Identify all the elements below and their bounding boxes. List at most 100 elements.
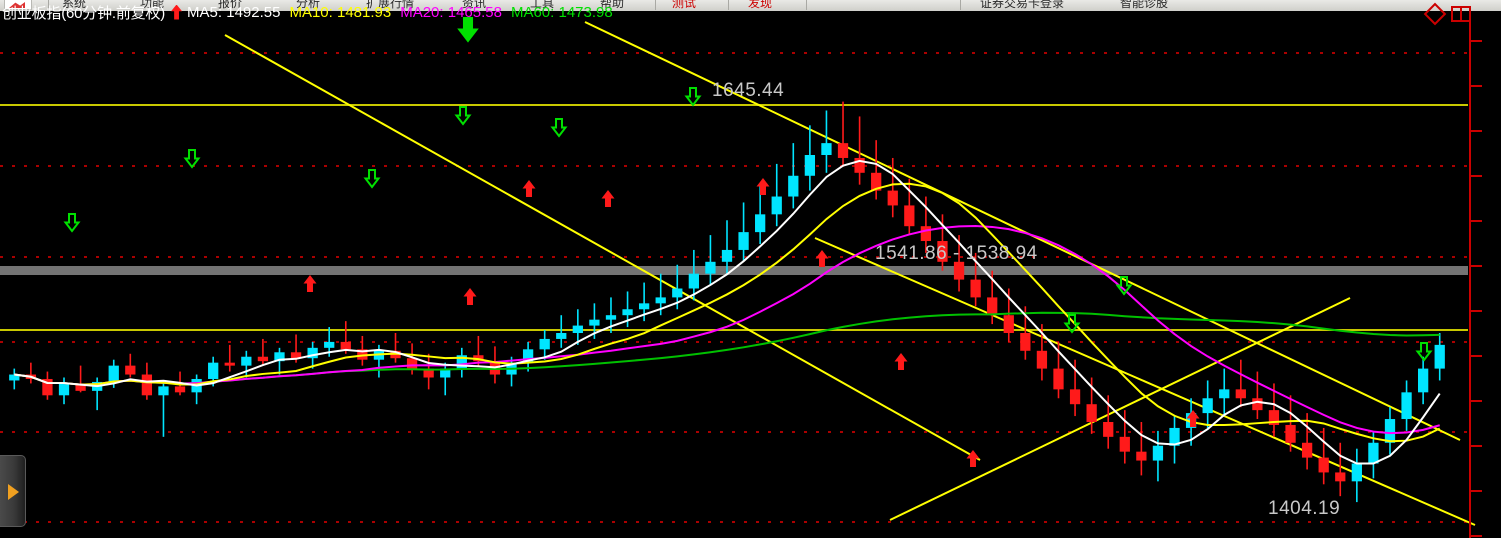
candle-75 xyxy=(1252,371,1263,420)
ma-line-ma60 xyxy=(14,311,1440,386)
candle-70 xyxy=(1169,416,1180,464)
candle-54 xyxy=(904,178,915,236)
sell-signal-6 xyxy=(1063,314,1081,334)
chart-tool-icons[interactable] xyxy=(1423,2,1471,26)
candle-7 xyxy=(125,353,136,378)
candle-2 xyxy=(42,371,53,400)
candle-41 xyxy=(688,249,699,301)
candle-29 xyxy=(489,346,501,384)
buy-signal-12 xyxy=(522,180,536,197)
candle-27 xyxy=(456,347,467,378)
sell-signal-5 xyxy=(684,87,702,107)
candle-44 xyxy=(738,202,749,262)
candle-48 xyxy=(804,125,816,191)
expand-panel-arrow-icon[interactable] xyxy=(0,455,26,527)
sell-signal-8 xyxy=(1415,342,1433,362)
menu-item-1[interactable]: 功能 xyxy=(140,0,165,10)
high-price-label: 1645.44 xyxy=(712,80,785,101)
candlestick-chart[interactable] xyxy=(0,13,1501,538)
menu-separator-2 xyxy=(728,0,729,10)
candle-68 xyxy=(1136,422,1147,476)
gap-band xyxy=(0,266,1468,275)
buy-signal-13 xyxy=(601,190,615,207)
menu-item-4[interactable]: 扩展行情 xyxy=(366,0,415,10)
menu-separator-1 xyxy=(655,0,656,10)
chart-header-info: 创业板指(60分钟.前复权) MA5: 1492.55 MA10: 1481.9… xyxy=(2,2,622,22)
candle-74 xyxy=(1235,359,1246,408)
candle-42 xyxy=(705,235,716,286)
menu-item-0[interactable]: 系统 xyxy=(62,0,87,10)
candle-53 xyxy=(887,157,898,218)
candle-16 xyxy=(274,347,285,375)
candle-72 xyxy=(1202,380,1213,428)
ma-line-ma20 xyxy=(14,225,1440,435)
menu-item-7[interactable]: 帮助 xyxy=(600,0,625,10)
buy-signal-14 xyxy=(756,178,770,195)
sell-signal-7 xyxy=(1115,276,1133,296)
candle-4 xyxy=(75,365,86,393)
candle-1 xyxy=(25,362,37,384)
candle-0 xyxy=(9,368,20,390)
candle-34 xyxy=(572,309,583,345)
candle-84 xyxy=(1401,380,1412,431)
candle-51 xyxy=(854,116,865,185)
low-price-label: 1404.19 xyxy=(1268,498,1341,519)
candle-11 xyxy=(191,374,202,405)
candle-83 xyxy=(1384,407,1396,455)
menu-item-2[interactable]: 报价 xyxy=(218,0,243,10)
candle-15 xyxy=(257,338,269,366)
buy-signal-18 xyxy=(1186,410,1200,427)
menu-item-5[interactable]: 资讯 xyxy=(462,0,487,10)
ma60-value: MA60: 1473.98 xyxy=(510,3,613,21)
ma5-value: MA5: 1492.55 xyxy=(187,3,281,21)
candle-78 xyxy=(1301,413,1313,470)
candle-76 xyxy=(1268,383,1280,437)
candle-32 xyxy=(539,330,550,360)
buy-signal-11 xyxy=(463,288,477,305)
main-menu-bar: 系统 功能 报价 分析 扩展行情 资讯 工具 帮助 测试 发现 证券交易卡登录 智能诊股 xyxy=(0,0,1501,13)
buy-signal-16 xyxy=(894,353,908,370)
candle-86 xyxy=(1434,333,1445,381)
sell-signal-3 xyxy=(454,106,472,126)
sell-signal-4 xyxy=(550,118,568,138)
candle-31 xyxy=(522,341,534,372)
menu-item-6[interactable]: 工具 xyxy=(530,0,555,10)
buy-signal-17 xyxy=(966,450,980,467)
menu-item-9[interactable]: 发现 xyxy=(748,0,773,10)
downtrend-short xyxy=(814,237,1476,526)
ma-line-ma10 xyxy=(14,182,1441,443)
menu-separator-0 xyxy=(48,0,49,10)
candle-85 xyxy=(1417,356,1429,405)
menu-item-11[interactable]: 智能诊股 xyxy=(1120,0,1169,10)
candle-67 xyxy=(1119,410,1130,464)
candle-26 xyxy=(440,362,451,396)
ma10-value: MA10: 1481.93 xyxy=(289,3,392,21)
sell-signal-9 xyxy=(457,17,479,43)
candle-23 xyxy=(390,333,401,363)
diamond-icon[interactable] xyxy=(1423,2,1447,26)
candle-43 xyxy=(721,220,733,274)
sell-signal-0 xyxy=(63,213,81,233)
menu-separator-3 xyxy=(806,0,807,10)
candle-33 xyxy=(556,315,567,348)
trend-up-arrow-icon xyxy=(171,4,183,20)
candle-3 xyxy=(58,377,70,405)
split-pane-icon[interactable] xyxy=(1451,6,1471,22)
candle-57 xyxy=(953,235,965,292)
menu-item-8[interactable]: 测试 xyxy=(672,0,697,10)
candle-80 xyxy=(1335,442,1346,497)
chart-canvas[interactable] xyxy=(0,13,1501,538)
candle-50 xyxy=(837,101,849,167)
menu-item-10[interactable]: 证券交易卡登录 xyxy=(980,0,1065,10)
candle-28 xyxy=(473,335,484,366)
menu-item-3[interactable]: 分析 xyxy=(296,0,321,10)
candle-14 xyxy=(241,350,252,378)
buy-signal-15 xyxy=(815,250,829,267)
candle-79 xyxy=(1318,427,1329,485)
candle-81 xyxy=(1351,448,1362,503)
sell-signal-2 xyxy=(363,169,381,189)
downtrend-upper xyxy=(224,34,981,461)
app-logo xyxy=(4,0,32,10)
candle-77 xyxy=(1285,395,1296,452)
